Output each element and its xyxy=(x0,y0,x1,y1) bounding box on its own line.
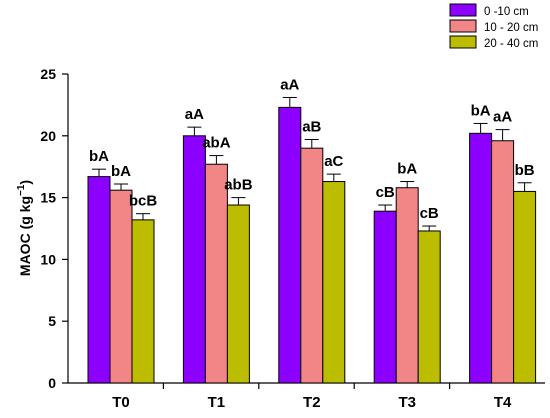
data-label: aC xyxy=(324,153,343,170)
legend: 0 -10 cm 10 - 20 cm 20 - 40 cm xyxy=(449,3,538,50)
bar xyxy=(182,135,206,384)
legend-label: 0 -10 cm xyxy=(484,6,529,18)
data-label: aA xyxy=(493,109,512,126)
x-tick-label: T4 xyxy=(494,394,512,411)
y-tick-label: 0 xyxy=(48,375,56,391)
x-tick-label: T1 xyxy=(208,394,226,411)
y-tick-label: 5 xyxy=(48,313,56,329)
bar xyxy=(373,210,397,384)
data-label: cB xyxy=(420,205,439,222)
data-label: bB xyxy=(515,162,535,179)
legend-label: 10 - 20 cm xyxy=(484,22,538,34)
bar xyxy=(278,106,302,384)
data-label: abA xyxy=(202,135,231,152)
bar xyxy=(322,181,346,384)
bar xyxy=(204,163,228,384)
plot-area: 0510152025T0bAbAbcBT1aAabAabBT2aAaBaCT3c… xyxy=(40,66,545,411)
bar xyxy=(131,219,155,384)
data-label: bA xyxy=(111,163,131,180)
bar xyxy=(395,187,419,384)
y-tick-label: 10 xyxy=(40,251,56,267)
bar xyxy=(491,140,515,384)
legend-swatch xyxy=(449,19,477,33)
data-label: aA xyxy=(185,106,204,123)
y-tick-label: 20 xyxy=(40,128,56,144)
x-tick-label: T0 xyxy=(112,394,130,411)
bar xyxy=(109,189,133,384)
legend-swatch xyxy=(449,35,477,49)
data-label: aB xyxy=(302,119,321,136)
y-axis-label: MAOC (g kg−1) xyxy=(16,180,33,276)
x-tick-label: T3 xyxy=(398,394,416,411)
bar xyxy=(513,190,537,384)
bar xyxy=(469,132,493,384)
data-label: abB xyxy=(224,177,253,194)
data-label: bA xyxy=(471,102,491,119)
legend-swatch xyxy=(449,3,477,17)
legend-label: 20 - 40 cm xyxy=(484,38,538,50)
data-label: bcB xyxy=(129,193,158,210)
data-label: aA xyxy=(280,76,299,93)
bar xyxy=(87,176,111,384)
y-tick-label: 25 xyxy=(40,66,56,82)
data-label: bA xyxy=(397,161,417,178)
x-tick-label: T2 xyxy=(303,394,321,411)
bar xyxy=(226,204,250,384)
data-label: cB xyxy=(376,184,395,201)
bar xyxy=(300,147,324,384)
data-label: bA xyxy=(89,148,109,165)
y-tick-label: 15 xyxy=(40,190,56,206)
bar xyxy=(417,230,441,384)
